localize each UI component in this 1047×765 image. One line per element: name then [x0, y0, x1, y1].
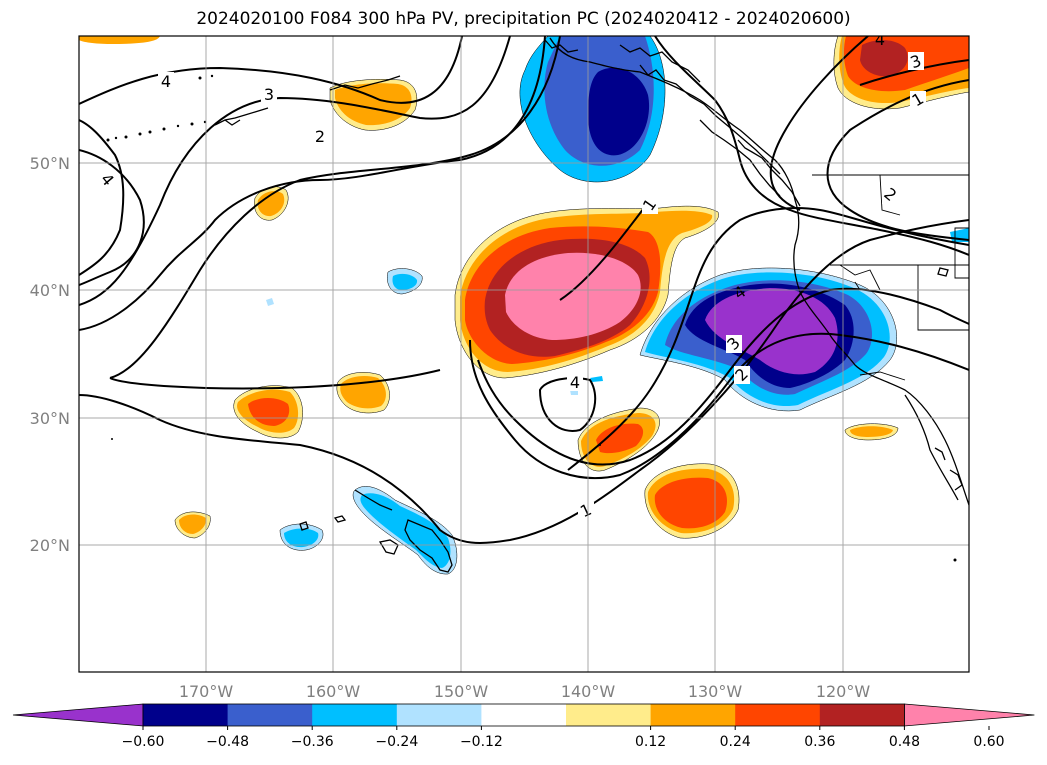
lat-label: 40°N — [30, 281, 70, 300]
svg-text:4: 4 — [875, 30, 885, 49]
colorbar-tick-label: −0.48 — [206, 734, 249, 750]
lon-label: 140°W — [561, 682, 616, 701]
latitude-labels: 50°N 40°N 30°N 20°N — [30, 154, 70, 555]
colorbar-tick-label: 0.12 — [635, 734, 666, 750]
negative-anomaly-north — [519, 36, 666, 183]
lon-label: 120°W — [816, 682, 871, 701]
colorbar-segment — [819, 704, 905, 726]
longitude-labels: 170°W 160°W 150°W 140°W 130°W 120°W — [179, 682, 871, 701]
colorbar-segment — [650, 704, 736, 726]
lat-label: 50°N — [30, 154, 70, 173]
coastlines — [214, 37, 969, 573]
lat-label: 20°N — [30, 536, 70, 555]
colorbar-tick-label: −0.60 — [122, 734, 165, 750]
colorbar-ticks: −0.60 −0.48 −0.36 −0.24 −0.12 0.12 0.24 0.36 0.4… — [122, 726, 1005, 750]
contour-label: 1 — [577, 500, 594, 522]
colorbar-frame — [142, 703, 905, 727]
colorbar-segment — [312, 704, 398, 726]
colorbar-tick-label: 0.24 — [720, 734, 751, 750]
map-frame — [78, 35, 970, 673]
colorbar-tick-label: 0.60 — [973, 734, 1004, 750]
contour-label: 1 — [909, 89, 927, 111]
contour-label: 1 — [639, 195, 660, 214]
contour-label: 2 — [312, 127, 328, 146]
lat-label: 30°N — [30, 409, 70, 428]
contour-label: 4 — [97, 170, 118, 190]
contour-label: 4 — [158, 72, 174, 91]
contour-label: 3 — [723, 333, 744, 354]
contour-label: 4 — [875, 30, 885, 49]
colorbar-segment — [566, 704, 652, 726]
positive-anomaly-central — [454, 205, 719, 379]
svg-text:4: 4 — [570, 373, 580, 392]
colorbar-tick-label: −0.12 — [460, 734, 503, 750]
contour-label: 3 — [261, 85, 277, 104]
lon-label: 170°W — [179, 682, 234, 701]
positive-anomaly-misc — [79, 36, 899, 539]
colorbar-tick-label: −0.36 — [291, 734, 334, 750]
colorbar-segment — [481, 704, 567, 726]
map-gridlines — [79, 36, 969, 672]
svg-text:4: 4 — [161, 72, 171, 91]
colorbar-segment — [143, 704, 229, 726]
lon-label: 150°W — [434, 682, 489, 701]
colorbar-segment — [227, 704, 313, 726]
colorbar-segment — [735, 704, 821, 726]
pv-contour-labels: 4 3 2 4 1 1 2 3 4 4 3 2 1 4 — [97, 30, 927, 522]
contour-label: 4 — [567, 373, 583, 392]
svg-text:2: 2 — [315, 127, 325, 146]
colorbar-extend-min — [12, 703, 144, 727]
colorbar-segment — [396, 704, 482, 726]
contour-label: 2 — [880, 184, 900, 205]
map-plot-area: 4 3 2 4 1 1 2 3 4 4 3 2 1 4 — [79, 30, 969, 672]
pv-contours — [79, 36, 969, 544]
colorbar-tick-label: −0.24 — [375, 734, 418, 750]
political-borders — [812, 174, 969, 381]
colorbar — [12, 703, 1035, 727]
lon-label: 160°W — [306, 682, 361, 701]
colorbar-tick-label: 0.36 — [804, 734, 835, 750]
colorbar-tick-label: 0.48 — [889, 734, 920, 750]
svg-text:3: 3 — [264, 85, 274, 104]
lon-label: 130°W — [688, 682, 743, 701]
contour-label: 2 — [731, 364, 752, 385]
contour-label: 3 — [908, 51, 924, 72]
colorbar-extend-max — [904, 703, 1035, 727]
map-title: 2024020100 F084 300 hPa PV, precipitatio… — [196, 9, 851, 29]
